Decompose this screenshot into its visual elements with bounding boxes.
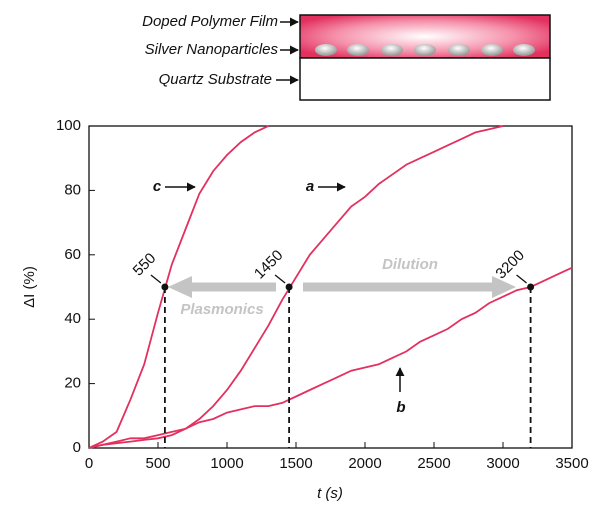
x-tick-label: 1000 [210,455,243,472]
dilution-arrowhead [492,276,516,298]
marker-point [527,283,535,291]
y-axis-label: ΔI (%) [21,266,38,308]
plasmonics-arrowhead [168,276,192,298]
y-tick-label: 60 [64,246,81,263]
data-line [88,266,573,449]
x-tick-label: 3500 [555,455,588,472]
marker-label: 3200 [492,247,528,283]
x-tick-label: 1500 [279,455,312,472]
marker-point [285,283,293,291]
series-label: a [306,178,314,195]
marker-leader [150,274,162,284]
nanoparticles [315,44,535,56]
series-label: b [396,399,405,416]
y-tick-label: 20 [64,375,81,392]
x-tick-label: 2000 [348,455,381,472]
data-line [88,125,269,449]
marker-leader [274,274,286,284]
marker-label: 550 [130,250,160,280]
x-tick-label: 0 [85,455,93,472]
y-tick-label: 40 [64,310,81,327]
data-line [88,125,504,449]
schematic-label: Silver Nanoparticles [145,41,279,58]
marker-point [161,283,169,291]
y-tick-label: 80 [64,181,81,198]
schematic-label: Quartz Substrate [159,71,272,88]
schematic: Doped Polymer Film Silver Nanoparticles … [142,13,551,101]
plot-frame [88,125,573,449]
x-tick-label: 2500 [417,455,450,472]
y-tick-label: 100 [56,117,81,134]
annotation: Dilution [382,256,438,273]
substrate [299,57,551,101]
schematic-label: Doped Polymer Film [142,13,278,30]
annotation: Plasmonics [180,301,263,318]
x-tick-label: 3000 [486,455,519,472]
marker-label: 1450 [251,247,287,283]
marker-leader [516,274,528,284]
y-tick-label: 0 [73,439,81,456]
x-axis-label: t (s) [317,485,343,502]
x-tick-label: 500 [145,455,170,472]
series-label: c [153,178,162,195]
